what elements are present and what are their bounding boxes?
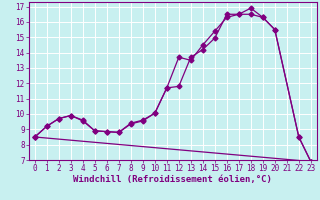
X-axis label: Windchill (Refroidissement éolien,°C): Windchill (Refroidissement éolien,°C)	[73, 175, 272, 184]
